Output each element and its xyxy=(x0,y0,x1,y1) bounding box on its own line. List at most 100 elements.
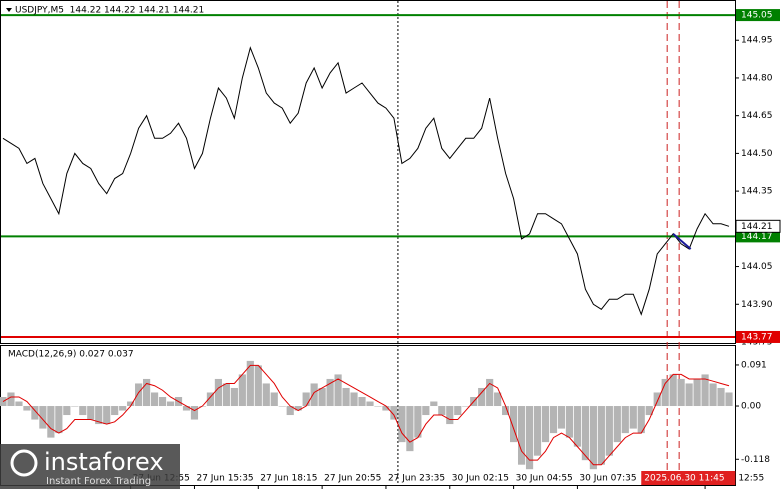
macd-bar xyxy=(71,406,79,407)
macd-bar xyxy=(214,378,222,407)
signal-line xyxy=(2,364,730,466)
logo-icon xyxy=(10,449,38,477)
logo: instaforex Instant Forex Trading xyxy=(0,444,180,489)
y-tick-label: 144.05 xyxy=(741,262,773,272)
macd-bar xyxy=(637,406,645,434)
y-tick-label: 0.091 xyxy=(741,360,767,370)
macd-bar xyxy=(605,406,613,456)
macd-bar xyxy=(31,406,39,420)
macd-bar xyxy=(446,406,454,425)
macd-bar xyxy=(63,406,71,416)
macd-bar xyxy=(150,392,159,407)
macd-bar xyxy=(406,406,414,452)
y-tick-label: 144.80 xyxy=(741,73,773,83)
macd-bar xyxy=(254,365,262,407)
macd-bar xyxy=(422,406,430,416)
macd-bar xyxy=(222,383,230,407)
macd-bar xyxy=(270,392,278,407)
level-label: 145.05 xyxy=(741,11,773,21)
x-tick-label: 27 Jun 20:55 xyxy=(324,474,381,484)
macd-bar xyxy=(278,406,286,407)
macd-bar xyxy=(653,392,661,407)
macd-bar xyxy=(350,392,358,407)
x-tick-label: 30 Jun 07:35 xyxy=(579,474,636,484)
macd-bar xyxy=(166,401,175,407)
macd-bar xyxy=(87,406,95,420)
macd-frame xyxy=(0,345,736,486)
macd-bar xyxy=(286,406,294,416)
macd-bar xyxy=(262,383,270,407)
macd-bar xyxy=(494,392,502,407)
macd-bar xyxy=(366,401,374,407)
macd-bar xyxy=(358,396,366,407)
cursor-label: 2025.06.30 11:45 xyxy=(644,474,724,484)
x-tick-label: 27 Jun 18:15 xyxy=(260,474,317,484)
macd-bar xyxy=(294,406,302,411)
y-tick-label: 0.00 xyxy=(741,402,761,412)
macd-bar xyxy=(158,396,167,407)
macd-bar xyxy=(390,406,398,420)
macd-bar xyxy=(334,374,342,407)
trend-line xyxy=(672,233,692,250)
macd-bar xyxy=(621,406,629,434)
macd-bar xyxy=(230,387,238,407)
y-tick-label: 143.90 xyxy=(741,300,773,310)
level-label-bg xyxy=(736,330,780,343)
chart-title: USDJPY,M5 144.22 144.22 144.21 144.21 xyxy=(15,6,204,16)
macd-bar xyxy=(398,406,406,443)
macd-bar xyxy=(510,406,518,443)
x-tick-label: 30 Jun 12:55 xyxy=(707,474,764,484)
macd-bar xyxy=(517,406,526,465)
macd-bar xyxy=(597,406,605,465)
y-tick-label: -0.118 xyxy=(741,455,770,465)
macd-bar xyxy=(709,383,717,407)
macd-bar xyxy=(15,401,23,407)
macd-bar xyxy=(645,406,653,416)
macd-bar xyxy=(206,392,215,407)
macd-bar xyxy=(454,406,462,416)
cursor-label-bg xyxy=(641,471,736,485)
last-price-label: 144.21 xyxy=(741,222,773,232)
macd-bar xyxy=(7,392,15,407)
x-tick-label: 30 Jun 04:55 xyxy=(516,474,573,484)
macd-bar xyxy=(693,378,701,407)
macd-bar xyxy=(581,406,589,461)
x-tick-label: 27 Jun 23:35 xyxy=(388,474,445,484)
macd-bar xyxy=(135,383,143,407)
macd-bar xyxy=(430,401,438,407)
y-tick-label: 144.95 xyxy=(741,36,773,46)
macd-bar xyxy=(95,406,103,425)
macd-bar xyxy=(478,387,486,407)
x-tick-label: 30 Jun 02:15 xyxy=(452,474,509,484)
last-price-bg xyxy=(735,219,781,233)
macd-bar xyxy=(725,392,733,407)
macd-bar xyxy=(701,374,709,407)
macd-bar xyxy=(246,360,254,407)
macd-bar xyxy=(342,387,350,407)
macd-bar xyxy=(613,406,621,443)
macd-bar xyxy=(525,406,534,470)
macd-bar xyxy=(486,378,494,407)
macd-bar xyxy=(557,406,566,429)
macd-bar xyxy=(79,406,87,416)
macd-bar xyxy=(541,406,550,443)
macd-bar xyxy=(23,406,31,411)
level-label-bg xyxy=(736,230,780,243)
macd-bar xyxy=(318,387,326,407)
macd-bar xyxy=(502,406,510,416)
macd-bar xyxy=(629,406,637,429)
main-frame xyxy=(0,0,736,344)
level-label: 144.17 xyxy=(741,232,773,242)
macd-bar xyxy=(39,406,47,429)
macd-bar xyxy=(55,406,63,434)
y-tick-label: 144.35 xyxy=(741,187,773,197)
macd-bar xyxy=(103,406,111,425)
macd-bar xyxy=(238,374,246,407)
macd-bar xyxy=(533,406,542,456)
macd-bar xyxy=(47,406,55,438)
macd-bar xyxy=(382,406,390,411)
macd-bar xyxy=(573,406,582,447)
